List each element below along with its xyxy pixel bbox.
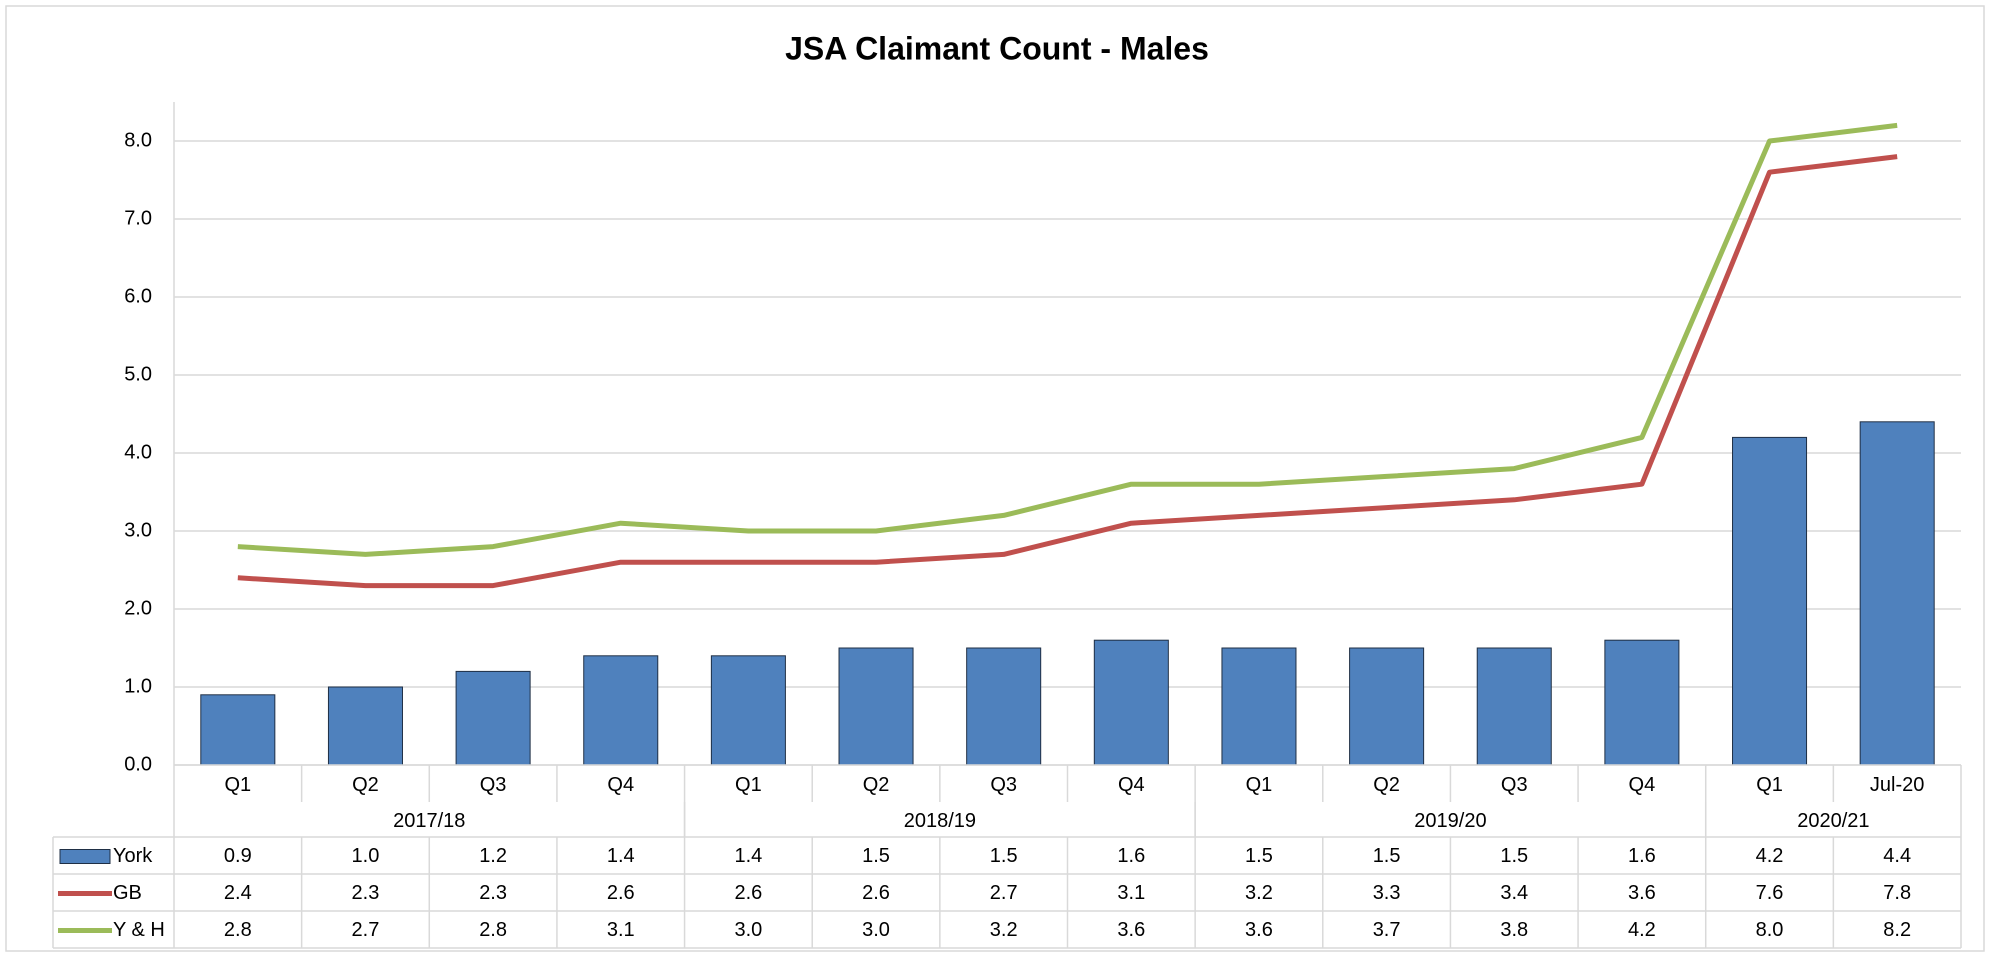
group-label: 2019/20 [1414,810,1486,832]
table-value: 2.8 [224,919,252,941]
legend-label: York [113,845,153,867]
table-value: 3.6 [1245,919,1273,941]
y-tick-label: 6.0 [124,285,152,307]
table-value: 3.2 [990,919,1018,941]
bar [1476,647,1552,766]
table-value: 8.2 [1883,919,1911,941]
bar [1604,639,1680,766]
x-tick-label: Q4 [1629,774,1656,796]
table-value: 8.0 [1756,919,1784,941]
table-value: 1.5 [1245,845,1273,867]
table-value: 3.3 [1373,882,1401,904]
table-value: 2.7 [990,882,1018,904]
y-tick-label: 2.0 [124,597,152,619]
x-tick-label: Q1 [1246,774,1273,796]
table-value: 1.4 [734,845,762,867]
chart-frame [5,5,1985,952]
x-tick-label: Q4 [1118,774,1145,796]
group-label: 2017/18 [393,810,465,832]
table-value: 2.6 [862,882,890,904]
y-tick-label: 8.0 [124,129,152,151]
table-value: 2.3 [479,882,507,904]
table-value: 3.1 [607,919,635,941]
x-tick-label: Q2 [352,774,379,796]
group-label: 2020/21 [1797,810,1869,832]
x-tick-label: Q3 [990,774,1017,796]
line-series [237,122,1898,557]
x-tick-label: Q1 [224,774,251,796]
table-value: 3.1 [1117,882,1145,904]
bar [1859,421,1935,766]
legend-label: GB [113,882,142,904]
bar [1093,639,1169,766]
table-value: 1.4 [607,845,635,867]
table-value: 2.4 [224,882,252,904]
x-tick-label: Q2 [863,774,890,796]
table-value: 3.0 [734,919,762,941]
table-value: 3.2 [1245,882,1273,904]
table-value: 1.5 [1500,845,1528,867]
table-value: 1.0 [352,845,380,867]
line-series [237,154,1898,589]
y-tick-label: 0.0 [124,753,152,775]
table-value: 2.7 [352,919,380,941]
group-label: 2018/19 [904,810,976,832]
x-tick-label: Jul-20 [1870,774,1924,796]
y-tick-label: 4.0 [124,441,152,463]
x-tick-label: Q1 [1756,774,1783,796]
bar [1221,647,1297,766]
table-value: 1.5 [990,845,1018,867]
y-tick-label: 1.0 [124,675,152,697]
bar [838,647,914,766]
table-value: 2.6 [607,882,635,904]
table-value: 7.8 [1883,882,1911,904]
table-value: 2.6 [734,882,762,904]
bar [327,686,403,766]
table-value: 3.8 [1500,919,1528,941]
table-value: 2.8 [479,919,507,941]
y-tick-label: 7.0 [124,207,152,229]
x-tick-label: Q2 [1373,774,1400,796]
table-value: 3.0 [862,919,890,941]
y-tick-label: 3.0 [124,519,152,541]
bar [710,655,786,766]
bar [200,694,276,766]
bar [1732,436,1808,766]
table-value: 1.5 [862,845,890,867]
legend-key [59,849,111,864]
table-value: 7.6 [1756,882,1784,904]
chart-title: JSA Claimant Count - Males [785,30,1209,66]
table-value: 1.5 [1373,845,1401,867]
x-tick-label: Q3 [480,774,507,796]
x-tick-label: Q4 [607,774,634,796]
y-tick-label: 5.0 [124,363,152,385]
table-value: 4.2 [1628,919,1656,941]
bar [966,647,1042,766]
x-tick-label: Q1 [735,774,762,796]
table-value: 4.2 [1756,845,1784,867]
table-value: 1.6 [1628,845,1656,867]
x-tick-label: Q3 [1501,774,1528,796]
table-value: 1.6 [1117,845,1145,867]
table-value: 2.3 [352,882,380,904]
table-value: 3.4 [1500,882,1528,904]
legend-label: Y & H [113,919,165,941]
bar [583,655,659,766]
table-value: 3.6 [1117,919,1145,941]
table-value: 4.4 [1883,845,1911,867]
table-value: 3.6 [1628,882,1656,904]
table-value: 3.7 [1373,919,1401,941]
table-value: 0.9 [224,845,252,867]
bar [455,670,531,766]
bar [1349,647,1425,766]
table-value: 1.2 [479,845,507,867]
